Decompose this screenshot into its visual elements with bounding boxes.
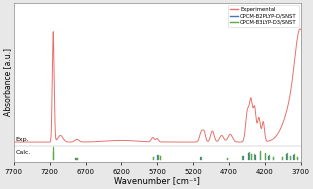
Text: Exp.: Exp. <box>15 137 29 142</box>
Text: Calc.: Calc. <box>15 150 31 155</box>
Legend: Experimental, CPCM-B2PLYP-D/SNST, CPCM-B3LYP-D3/SNST: Experimental, CPCM-B2PLYP-D/SNST, CPCM-B… <box>228 5 299 27</box>
Y-axis label: Absorbance [a.u.]: Absorbance [a.u.] <box>3 49 13 116</box>
X-axis label: Wavenumber [cm⁻¹]: Wavenumber [cm⁻¹] <box>114 177 200 186</box>
